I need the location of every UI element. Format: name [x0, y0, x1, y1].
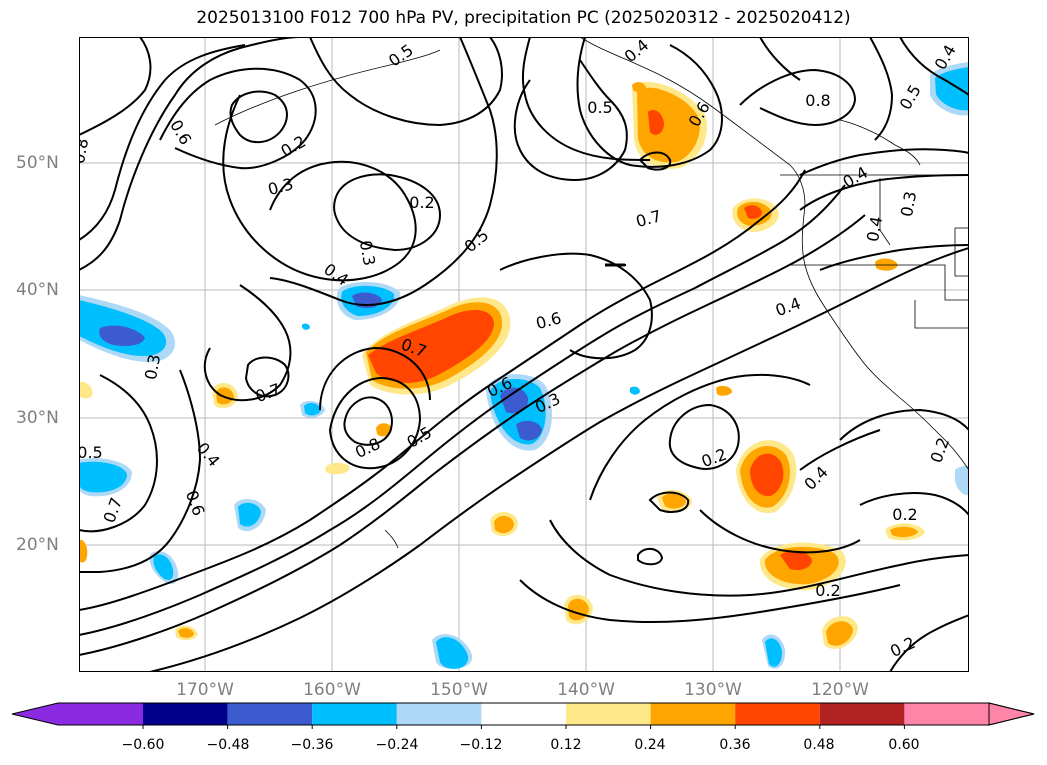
contour-label: 0.7	[634, 206, 664, 231]
colorbar-segment	[227, 703, 313, 725]
map-title: 2025013100 F012 700 hPa PV, precipitatio…	[196, 8, 851, 28]
contour-label: 0.2	[887, 633, 918, 661]
lat-label: 50°N	[16, 153, 59, 173]
contour-label: 0.3	[897, 190, 920, 218]
lon-label: 120°W	[811, 680, 869, 700]
colorbar-segment	[904, 703, 989, 725]
lat-label: 20°N	[16, 535, 59, 555]
map-area: 0.2 0.3 0.2 0.6 0.8 0.3 0.4 0.5 0.5 0.6 …	[79, 37, 969, 672]
contour-label: 0.7	[253, 380, 283, 407]
colorbar-extend-max	[988, 702, 1035, 726]
colorbar-border	[11, 702, 1035, 726]
colorbar-segment	[566, 703, 651, 725]
contour-label: 0.5	[896, 81, 925, 113]
coastlines	[214, 37, 969, 549]
lon-label: 130°W	[684, 680, 742, 700]
map-canvas: 0.2 0.3 0.2 0.6 0.8 0.3 0.4 0.5 0.5 0.6 …	[79, 37, 969, 672]
contour-label: 0.5	[79, 443, 103, 462]
contour-label: 0.4	[193, 439, 224, 471]
colorbar-tick-label: −0.24	[375, 737, 419, 753]
colorbar-segment	[481, 703, 566, 725]
lat-label: 40°N	[16, 280, 59, 300]
colorbar-tick-label: 0.12	[550, 737, 582, 753]
colorbar-segment	[143, 703, 228, 725]
colorbar	[11, 702, 1035, 729]
contour-label: 0.6	[534, 308, 564, 333]
colorbar-extend-min	[12, 703, 58, 725]
contour-label: 0.4	[621, 37, 653, 66]
contour-label: 0.2	[815, 581, 840, 600]
contour-label: 0.4	[863, 215, 886, 243]
contour-label: 0.2	[892, 505, 917, 524]
contour-label: 0.2	[277, 132, 309, 161]
contour-label: 0.4	[773, 294, 803, 321]
contour-label: 0.5	[461, 225, 493, 256]
contour-label: 0.2	[927, 435, 954, 465]
contour-label: 0.3	[141, 353, 164, 381]
colorbar-segment	[396, 703, 482, 725]
contour-label: 0.2	[699, 445, 729, 472]
lon-label: 170°W	[176, 680, 234, 700]
contour-label: 0.3	[266, 174, 296, 199]
colorbar-tick-label: −0.12	[459, 737, 503, 753]
contour-label: 0.3	[356, 239, 379, 267]
contour-label: 0.8	[79, 137, 92, 165]
lon-label: 150°W	[430, 680, 488, 700]
contour-label: 0.8	[805, 91, 830, 110]
contour-label: 0.7	[100, 495, 127, 525]
colorbar-tick-label: 0.36	[719, 737, 751, 753]
lon-label: 140°W	[557, 680, 615, 700]
lon-label: 160°W	[303, 680, 361, 700]
colorbar-tick-label: −0.36	[290, 737, 334, 753]
precip-negative-shading	[79, 62, 969, 669]
colorbar-segment	[735, 703, 820, 725]
pv-contours	[79, 37, 969, 672]
contour-label: 0.2	[409, 193, 434, 212]
colorbar-tick-label: 0.48	[803, 737, 835, 753]
contour-label: 0.5	[385, 40, 417, 70]
colorbar-segment	[650, 703, 736, 725]
precip-positive-shading	[79, 81, 925, 649]
colorbar-tick-label: −0.48	[206, 737, 250, 753]
colorbar-segment	[819, 703, 905, 725]
contour-label: 0.5	[587, 98, 612, 117]
colorbar-tick-label: 0.24	[634, 737, 666, 753]
colorbar-tick-label: −0.60	[121, 737, 165, 753]
lat-label: 30°N	[16, 408, 59, 428]
contour-label: 0.8	[352, 434, 383, 462]
colorbar-segment	[58, 703, 143, 725]
colorbar-tick-label: 0.60	[888, 737, 920, 753]
colorbar-segment	[312, 703, 397, 725]
